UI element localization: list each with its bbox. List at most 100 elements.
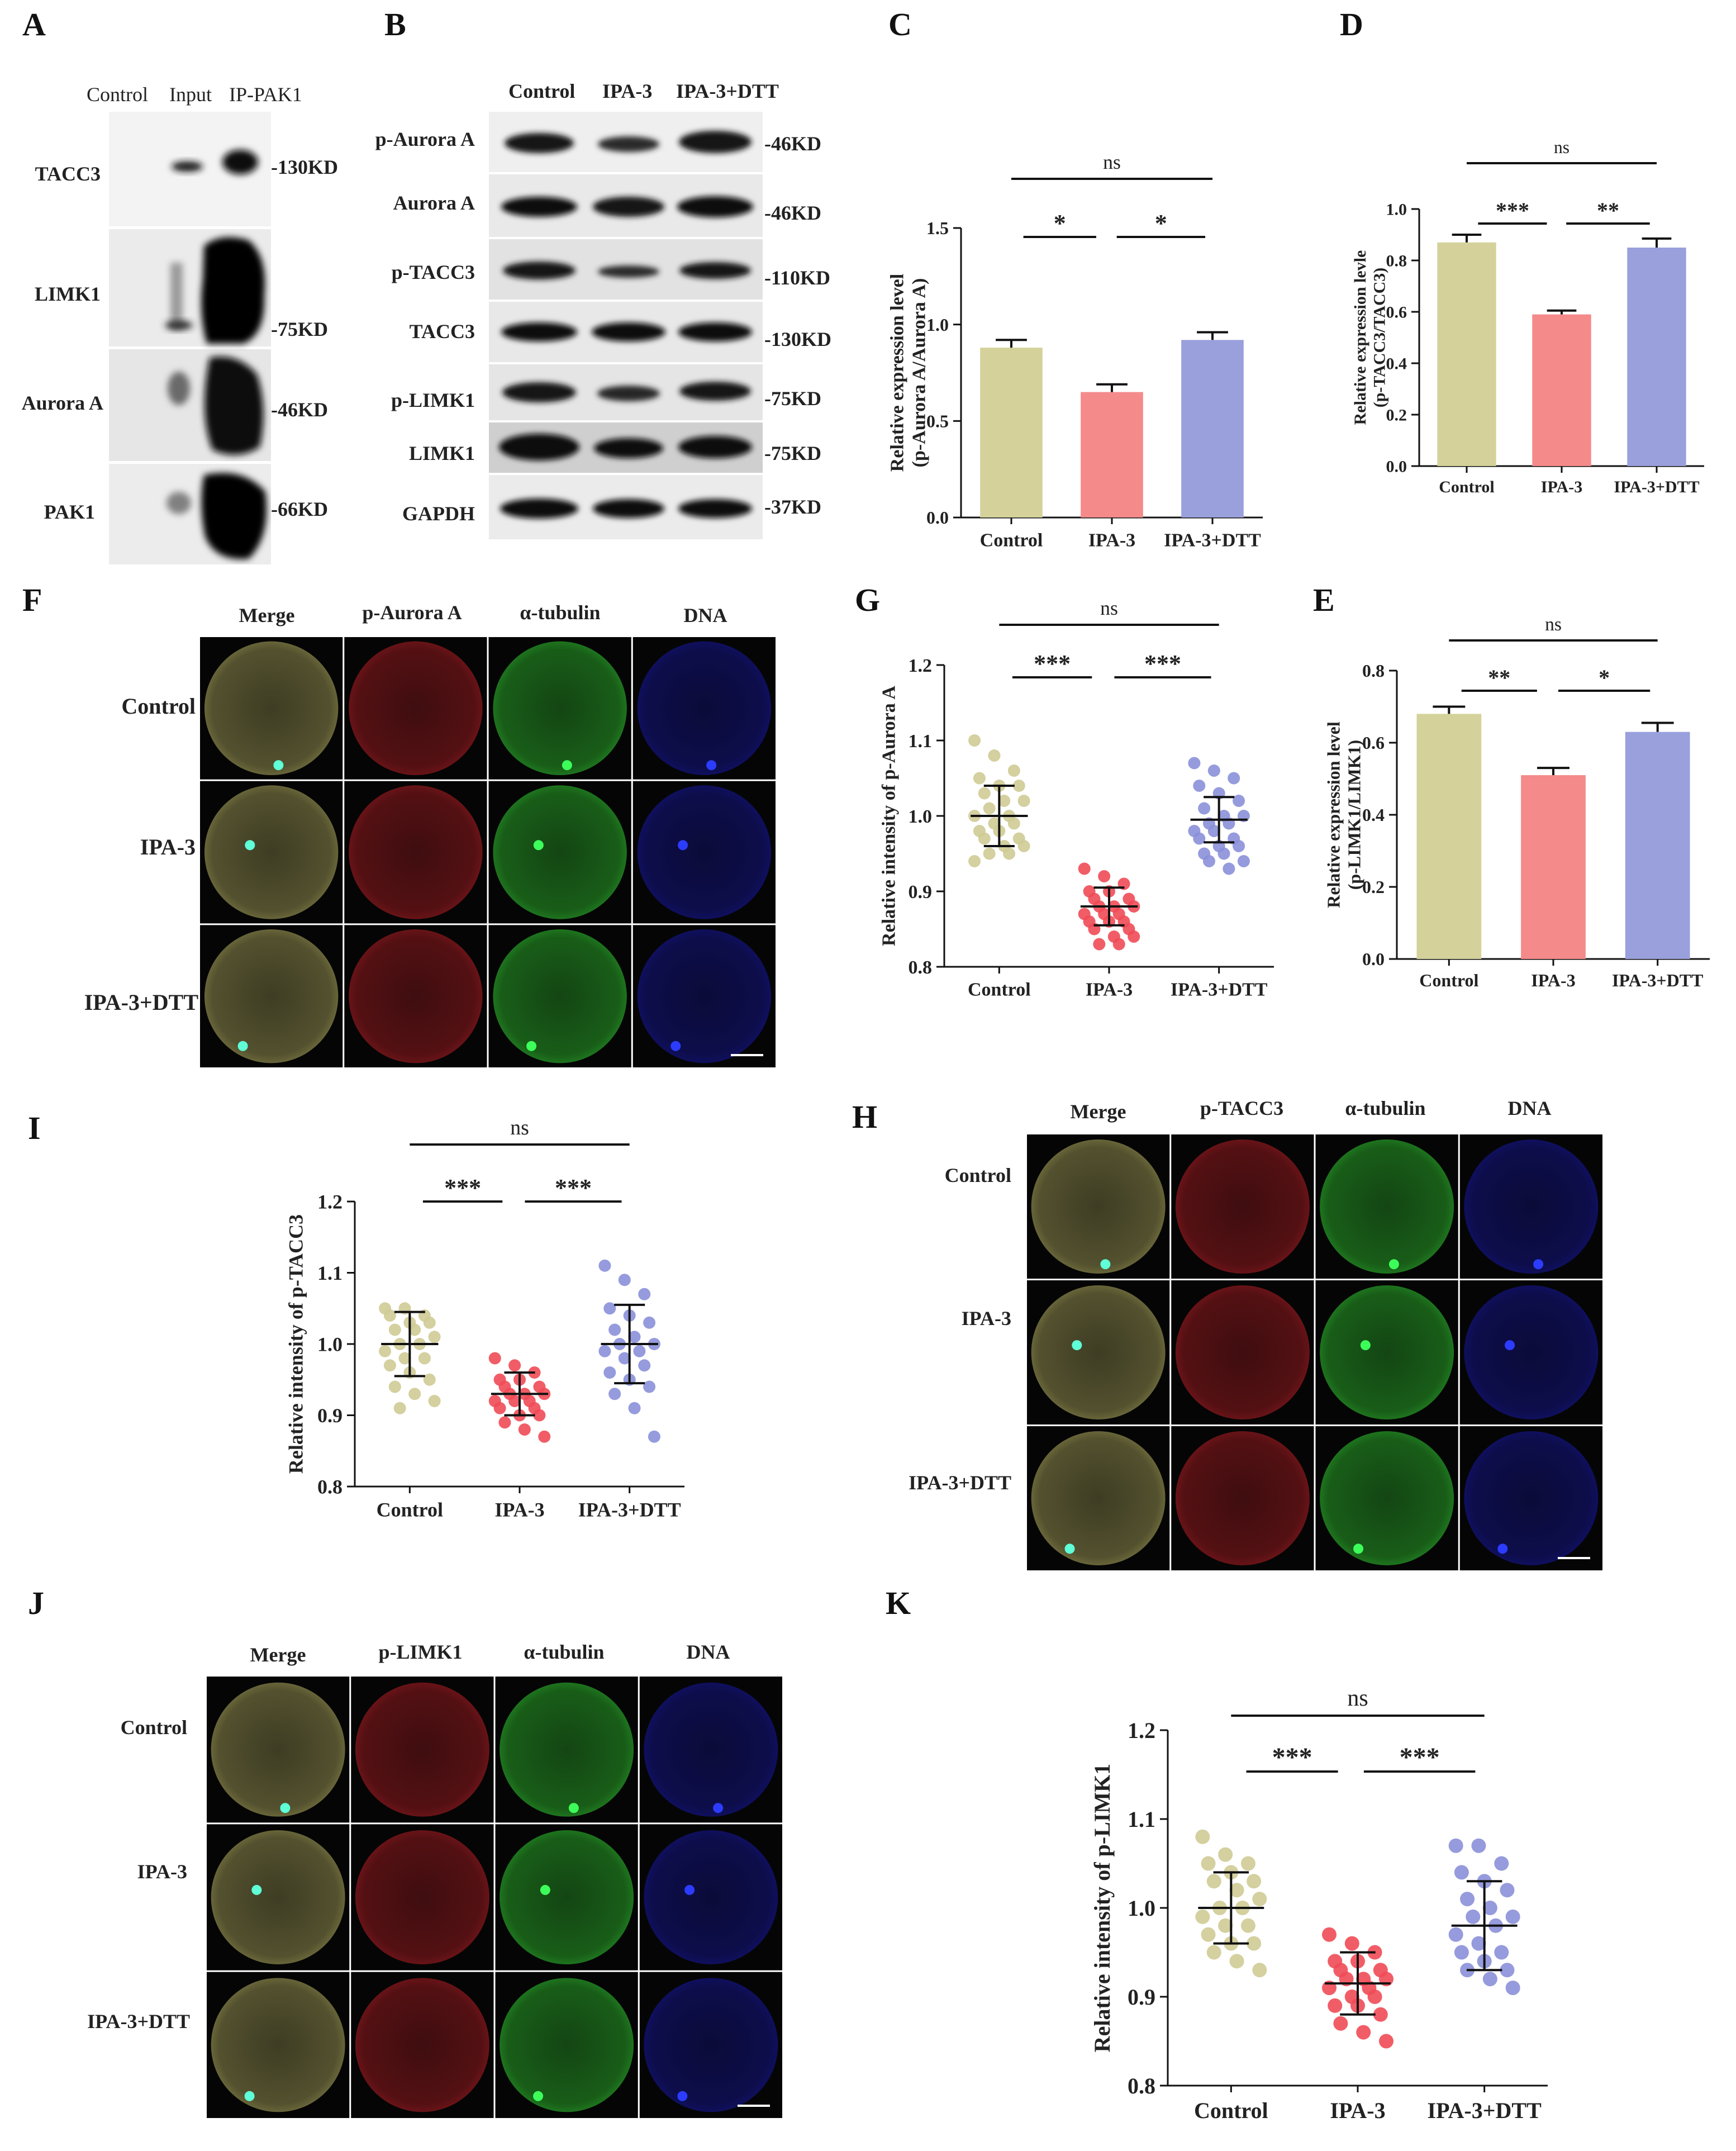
data-point bbox=[1379, 2034, 1393, 2049]
oocyte-green-channel bbox=[1320, 1139, 1454, 1274]
x-tick-label: IPA-3 bbox=[494, 1499, 544, 1521]
oocyte-red-channel bbox=[1175, 1139, 1310, 1274]
if-row-control: Control bbox=[120, 1716, 187, 1739]
data-point bbox=[1098, 870, 1111, 882]
data-point bbox=[1193, 832, 1206, 845]
y-axis-label: Relative expression level(p-Aurora A/Aur… bbox=[887, 274, 929, 472]
significance-label: *** bbox=[555, 1174, 592, 1202]
data-point bbox=[1494, 1945, 1509, 1960]
data-point bbox=[1500, 1963, 1515, 1978]
data-point bbox=[1017, 795, 1030, 807]
y-axis-label-line: Relative expression level bbox=[887, 274, 907, 472]
x-tick-label: Control bbox=[980, 530, 1043, 550]
data-point bbox=[1448, 1838, 1463, 1853]
chromosome-spot bbox=[237, 1041, 248, 1051]
data-point bbox=[998, 795, 1011, 807]
chromosome-spot bbox=[568, 1803, 579, 1813]
col-ipa3-dtt-label: IPA-3+DTT bbox=[676, 80, 779, 102]
oocyte-red-channel bbox=[349, 641, 483, 776]
data-point bbox=[1007, 817, 1020, 830]
chromosome-spot bbox=[245, 840, 255, 851]
chart-E-plot: 0.0 0.2 0.4 0.6 0.8 Control IPA-3 IPA-3+DTT Rela… bbox=[1324, 614, 1710, 990]
data-point bbox=[1252, 1892, 1267, 1907]
kd-marker: -130KD bbox=[271, 156, 338, 178]
kd-marker: -46KD bbox=[764, 202, 821, 224]
significance-label: ** bbox=[1597, 198, 1619, 223]
data-point bbox=[643, 1316, 656, 1329]
x-tick-label: Control bbox=[377, 1499, 443, 1521]
data-point bbox=[428, 1331, 441, 1343]
y-tick-label: 0.2 bbox=[1386, 406, 1407, 425]
if-col-p-aurora-a: p-Aurora A bbox=[362, 601, 462, 624]
data-point bbox=[508, 1395, 521, 1407]
bar-control bbox=[1416, 714, 1482, 959]
if-col-merge: Merge bbox=[250, 1644, 306, 1666]
y-axis-label-line: Relative intensity of p-LIMK1 bbox=[1090, 1764, 1115, 2053]
data-point bbox=[978, 787, 991, 800]
oocyte-blue-channel bbox=[1464, 1431, 1599, 1565]
if-row-ipa3-dtt: IPA-3+DTT bbox=[84, 990, 198, 1015]
kd-marker: -46KD bbox=[271, 398, 328, 421]
chromosome-spot bbox=[540, 1884, 550, 1895]
data-point bbox=[1007, 765, 1020, 777]
x-tick-label: IPA-3+DTT bbox=[578, 1499, 681, 1521]
oocyte-green-channel bbox=[493, 785, 627, 919]
chromosome-spot bbox=[1353, 1544, 1364, 1554]
y-axis-label-line: Relative expression level bbox=[1324, 721, 1344, 908]
oocyte-blue-channel bbox=[637, 929, 772, 1063]
oocyte-blue-channel bbox=[637, 641, 772, 776]
blot-label-limk1: LIMK1 bbox=[408, 442, 475, 464]
oocyte-green-channel bbox=[1320, 1285, 1454, 1419]
data-point bbox=[1128, 930, 1140, 943]
significance-label: * bbox=[1599, 665, 1610, 690]
if-row-ipa3: IPA-3 bbox=[140, 834, 196, 860]
data-point bbox=[418, 1352, 431, 1365]
oocyte-merge-channel bbox=[1031, 1285, 1166, 1419]
blot-label-gapdh: GAPDH bbox=[402, 502, 475, 525]
if-col-p-limk1: p-LIMK1 bbox=[378, 1641, 463, 1663]
if-col-dna: DNA bbox=[686, 1641, 730, 1663]
if-row-ipa3-dtt: IPA-3+DTT bbox=[87, 2010, 190, 2033]
y-tick-label: 1.1 bbox=[909, 731, 933, 752]
data-point bbox=[973, 772, 986, 785]
blot-label-tacc3: TACC3 bbox=[35, 163, 101, 185]
chromosome-spot bbox=[706, 760, 717, 771]
y-axis-label: Relative expression level(p-LIMK1/LIMK1) bbox=[1324, 721, 1364, 908]
data-point bbox=[488, 1352, 501, 1365]
if-row-control: Control bbox=[944, 1164, 1011, 1186]
data-point bbox=[618, 1352, 631, 1365]
data-point bbox=[1202, 855, 1215, 867]
data-point bbox=[423, 1373, 436, 1386]
y-tick-label: 1.1 bbox=[317, 1262, 343, 1284]
y-axis-label-line: Relative intensity of p-TACC3 bbox=[284, 1214, 307, 1474]
if-col-merge: Merge bbox=[239, 604, 295, 626]
y-tick-label: 0.8 bbox=[1128, 2073, 1155, 2098]
data-point bbox=[1003, 847, 1016, 860]
data-point bbox=[1466, 1909, 1481, 1924]
chromosome-spot bbox=[273, 760, 284, 771]
data-point bbox=[598, 1345, 611, 1357]
blot-label-p-limk1: p-LIMK1 bbox=[391, 389, 475, 411]
oocyte-blue-channel bbox=[644, 1978, 778, 2112]
if-row-ipa3: IPA-3 bbox=[137, 1860, 187, 1883]
bar-ipa-3-dtt bbox=[1181, 340, 1244, 517]
coip-blot-image bbox=[109, 112, 271, 564]
data-point bbox=[643, 1380, 656, 1393]
y-tick-label: 0.8 bbox=[1386, 252, 1407, 270]
data-point bbox=[1240, 1856, 1255, 1871]
oocyte-merge-channel bbox=[1031, 1139, 1166, 1274]
chromosome-spot bbox=[1064, 1544, 1075, 1554]
x-tick-label: IPA-3+DTT bbox=[1164, 530, 1261, 550]
chromosome-spot bbox=[678, 840, 688, 851]
y-axis-label: Relative expression levle(p-TACC3/TACC3) bbox=[1351, 250, 1389, 425]
data-point bbox=[1505, 1909, 1520, 1924]
y-tick-label: 0.0 bbox=[1386, 458, 1407, 476]
data-point bbox=[1333, 2016, 1348, 2031]
chromosome-spot bbox=[677, 2091, 688, 2101]
data-point bbox=[408, 1323, 421, 1336]
y-tick-label: 0.8 bbox=[909, 957, 933, 978]
oocyte-blue-channel bbox=[637, 785, 772, 919]
data-point bbox=[388, 1380, 401, 1393]
chromosome-spot bbox=[533, 2091, 544, 2101]
y-tick-label: 0.9 bbox=[1128, 1984, 1155, 2010]
